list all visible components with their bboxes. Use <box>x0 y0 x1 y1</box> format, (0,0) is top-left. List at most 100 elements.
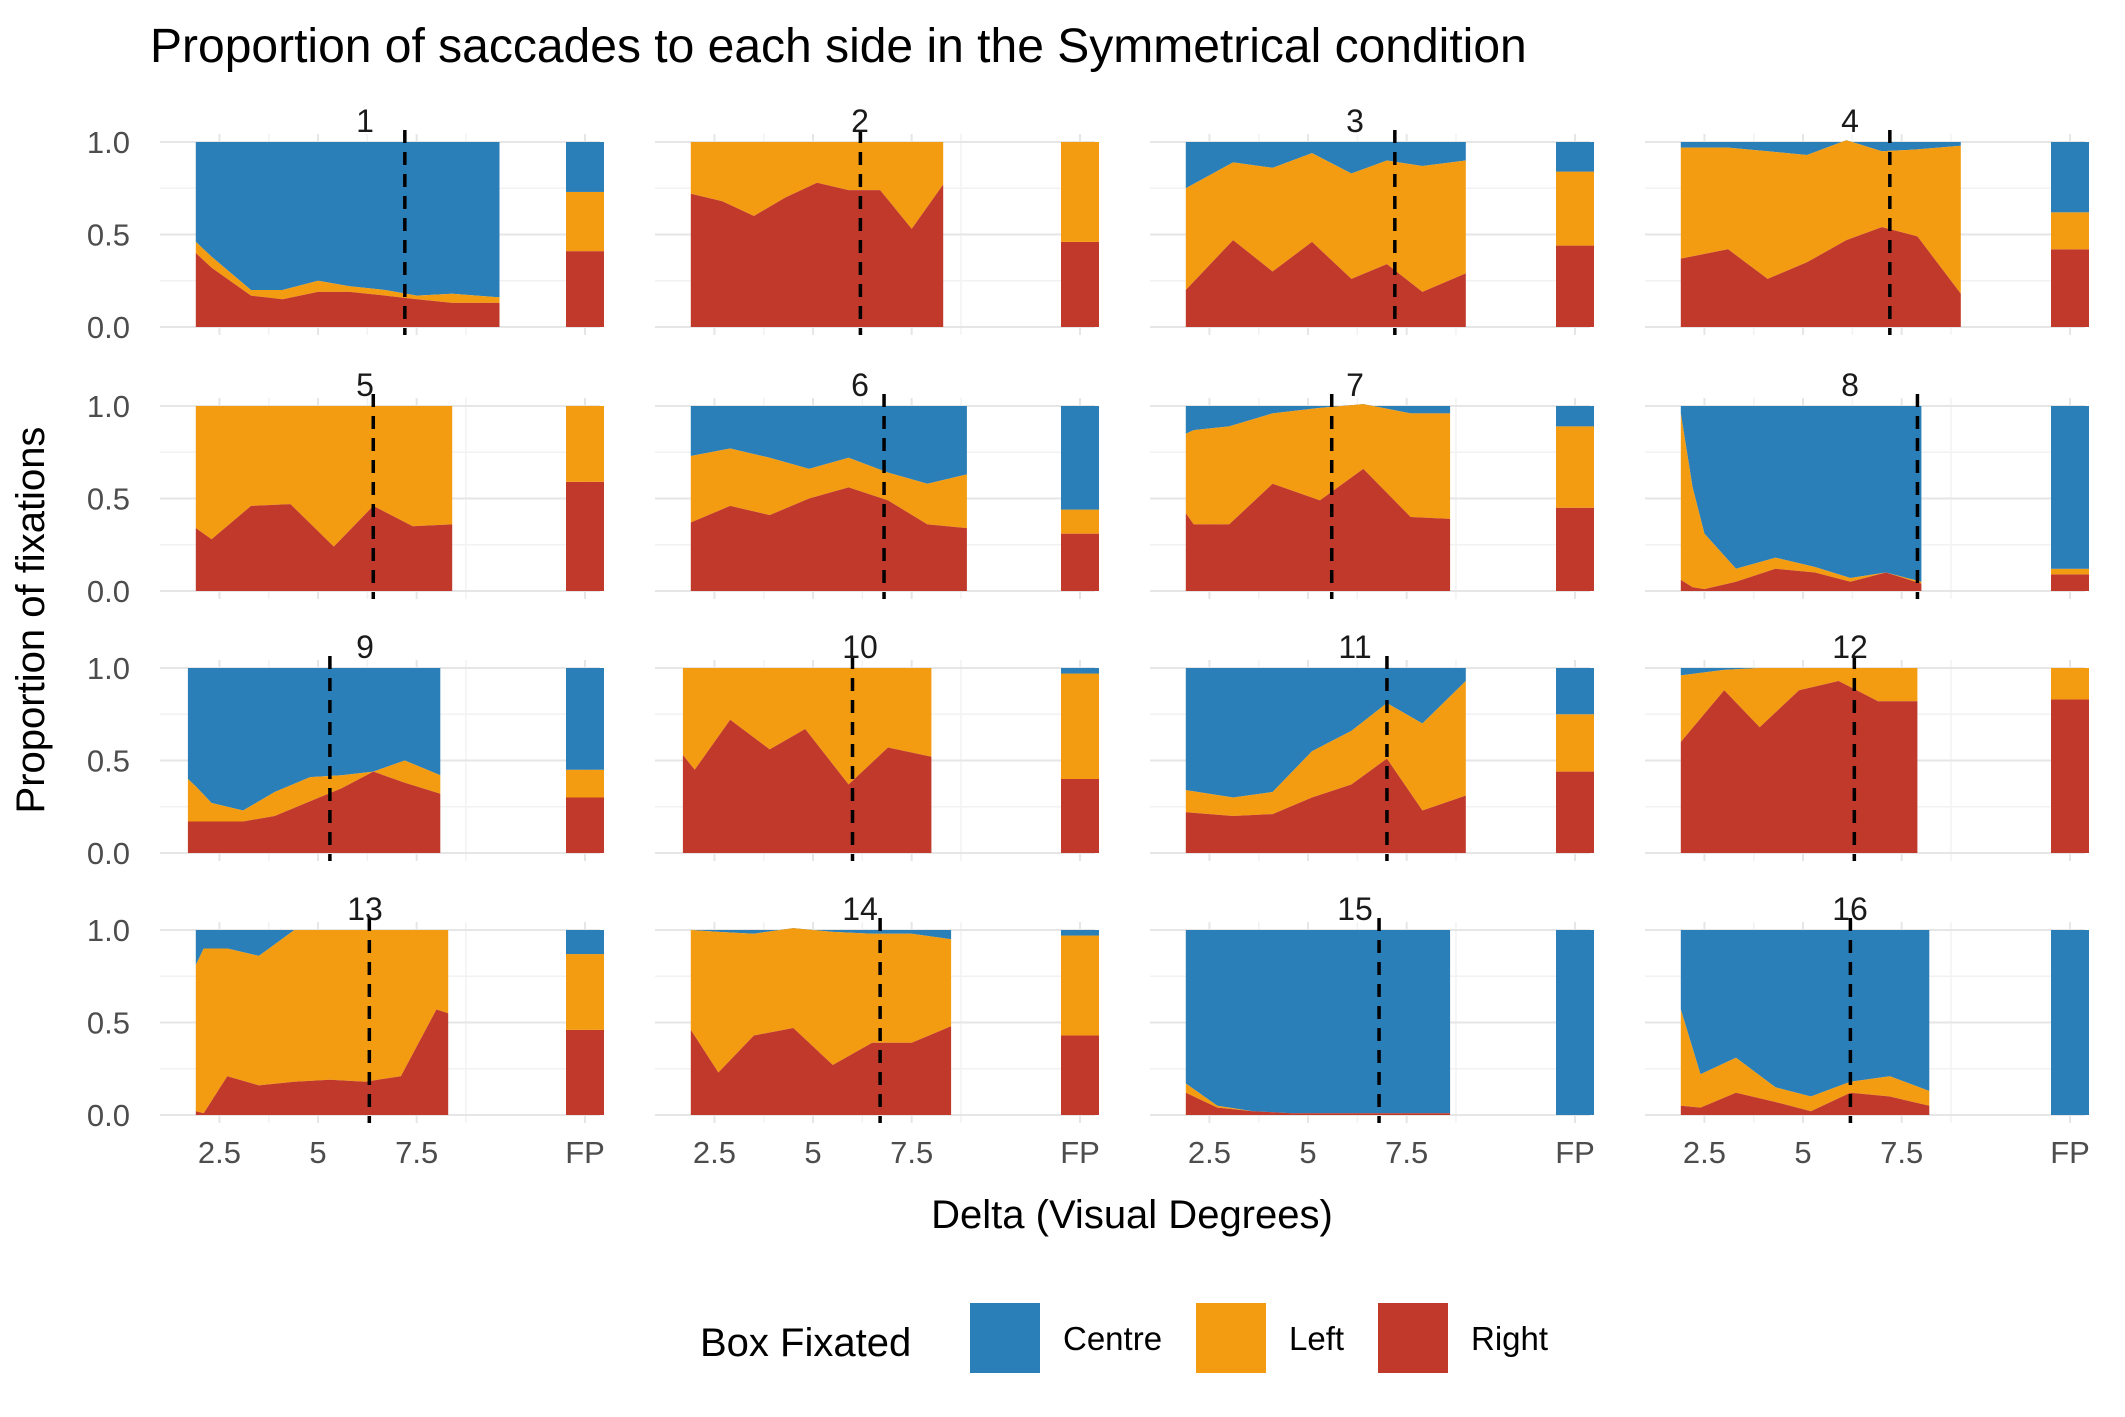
fp-bar-right <box>1061 779 1099 853</box>
panel-strip-label: 9 <box>356 629 374 665</box>
fp-bar-centre <box>2051 930 2089 1115</box>
area-left <box>690 142 944 229</box>
fp-bar-centre <box>1556 406 1594 427</box>
fp-bar-centre <box>1061 930 1099 936</box>
legend-label-right: Right <box>1471 1320 1548 1357</box>
y-axis-title: Proportion of fixations <box>9 427 53 814</box>
fp-bar-right <box>1061 1035 1099 1115</box>
fp-bar-left <box>1556 171 1594 246</box>
panel-strip-label: 3 <box>1346 103 1364 139</box>
area-centre <box>195 930 449 966</box>
panel-strip-label: 4 <box>1841 103 1859 139</box>
panel-strip-label: 14 <box>842 891 878 927</box>
area-left <box>690 928 952 1073</box>
x-tick-label: 5 <box>309 1135 326 1170</box>
legend-key-centre <box>970 1303 1040 1373</box>
panel-16: 16 2.5 5 7.5 FP <box>1645 891 2090 1170</box>
area-right <box>690 487 967 591</box>
legend-key-left <box>1196 1303 1266 1373</box>
area-right <box>1680 681 1918 853</box>
panel-strip-label: 13 <box>347 891 383 927</box>
panel-11: 11 <box>1150 629 1594 861</box>
panel-strip-label: 7 <box>1346 367 1364 403</box>
fp-bar-left <box>566 954 604 1030</box>
x-tick-label-fp: FP <box>565 1135 605 1170</box>
fp-bar-right <box>566 1029 604 1115</box>
fp-bar-centre <box>1556 668 1594 715</box>
y-tick-label: 0.5 <box>87 218 130 253</box>
y-tick-label: 0.5 <box>87 744 130 779</box>
fp-bar-left <box>2051 212 2089 250</box>
fp-bar-right <box>1061 241 1099 327</box>
area-right <box>1185 468 1451 591</box>
x-tick-label-fp: FP <box>1060 1135 1100 1170</box>
x-tick-label: 7.5 <box>890 1135 933 1170</box>
area-left <box>195 406 453 547</box>
area-centre <box>1680 668 1918 676</box>
legend-key-right <box>1378 1303 1448 1373</box>
y-tick-label: 1.0 <box>87 651 130 686</box>
area-centre <box>1185 404 1451 434</box>
fp-bar-right <box>566 797 604 853</box>
panel-strip-label: 1 <box>356 103 374 139</box>
x-tick-label: 2.5 <box>693 1135 736 1170</box>
area-centre <box>1185 930 1451 1114</box>
panel-14: 14 2.5 5 7.5 FP <box>655 891 1100 1170</box>
fp-bar-centre <box>2051 406 2089 569</box>
y-tick-label: 0.5 <box>87 1006 130 1041</box>
chart-title: Proportion of saccades to each side in t… <box>150 20 1527 73</box>
area-left <box>1185 681 1466 816</box>
area-right <box>690 182 944 327</box>
area-left <box>690 448 967 529</box>
panel-10: 10 <box>655 629 1099 861</box>
area-left <box>1185 153 1466 292</box>
fp-bar-right <box>2051 249 2089 327</box>
area-centre <box>1185 668 1466 798</box>
legend-label-left: Left <box>1289 1320 1344 1357</box>
area-left <box>187 760 441 822</box>
y-tick-label: 0.0 <box>87 836 130 871</box>
area-centre <box>690 928 952 940</box>
area-centre <box>1680 406 1922 582</box>
x-tick-label-fp: FP <box>2050 1135 2090 1170</box>
fp-bar-left <box>2051 668 2089 700</box>
x-tick-label: 5 <box>1794 1135 1811 1170</box>
panel-strip-label: 12 <box>1832 629 1868 665</box>
area-centre <box>195 142 500 298</box>
x-tick-label: 2.5 <box>1188 1135 1231 1170</box>
fp-bar-centre <box>566 668 604 770</box>
y-tick-label: 1.0 <box>87 913 130 948</box>
fp-bar-right <box>2051 699 2089 853</box>
fp-bar-left <box>566 406 604 482</box>
area-right <box>1185 240 1466 327</box>
area-right <box>1185 758 1466 853</box>
x-tick-label: 5 <box>1299 1135 1316 1170</box>
area-centre <box>1680 140 1961 155</box>
x-axis-title: Delta (Visual Degrees) <box>931 1193 1333 1237</box>
fp-bar-centre <box>1061 668 1099 674</box>
y-tick-label: 0.5 <box>87 482 130 517</box>
area-left <box>195 930 449 1114</box>
area-left <box>1680 413 1922 590</box>
panel-strip-label: 10 <box>842 629 878 665</box>
x-tick-label-fp: FP <box>1555 1135 1595 1170</box>
area-right <box>195 253 500 327</box>
fp-bar-left <box>2051 568 2089 575</box>
panel-5: 5 0.0 0.5 1.0 <box>87 367 604 609</box>
x-tick-label: 2.5 <box>198 1135 241 1170</box>
fp-bar-centre <box>1061 406 1099 510</box>
panel-13: 13 0.0 0.5 1.0 2.5 5 7.5 FP <box>87 891 605 1170</box>
area-centre <box>1680 930 1930 1097</box>
panel-strip-label: 5 <box>356 367 374 403</box>
fp-bar-centre <box>1556 142 1594 172</box>
area-right <box>1680 1092 1930 1115</box>
panel-15: 15 2.5 5 7.5 FP <box>1150 891 1595 1170</box>
fp-bar-right <box>566 251 604 327</box>
fp-bar-centre <box>2051 142 2089 213</box>
fp-bar-right <box>2051 574 2089 591</box>
fp-bar-right <box>1061 533 1099 591</box>
y-tick-label: 0.0 <box>87 310 130 345</box>
x-tick-label: 2.5 <box>1683 1135 1726 1170</box>
legend-title: Box Fixated <box>700 1321 911 1365</box>
